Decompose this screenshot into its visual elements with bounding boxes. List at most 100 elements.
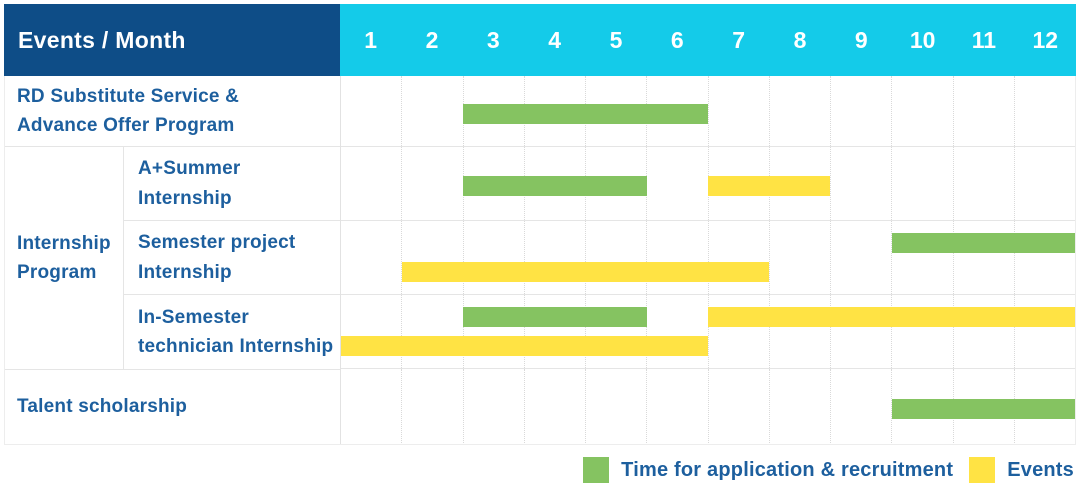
month-column: [707, 369, 769, 443]
gantt-bar-recruitment: [463, 306, 647, 327]
month-column: [830, 76, 891, 146]
month-column: [341, 76, 401, 146]
group-label-internship-program: Internship Program: [5, 147, 124, 369]
row-label-line: A+Summer: [138, 158, 241, 180]
month-header-cell: 11: [971, 26, 997, 53]
row-label-line: RD Substitute Service &: [17, 85, 240, 107]
month-column: [646, 147, 707, 220]
month-column: [401, 76, 462, 146]
gantt-bar-recruitment: [463, 103, 708, 124]
month-header-cell: 2: [425, 26, 439, 53]
month-column: [341, 295, 401, 368]
month-column: [768, 369, 830, 443]
gantt-row-track: [341, 221, 1075, 295]
legend-label: Events: [1007, 458, 1074, 481]
gantt-bar-event: [341, 336, 708, 357]
gantt-bar-recruitment: [463, 176, 647, 197]
month-grid: [341, 76, 1075, 146]
month-header-cell: 1: [364, 26, 378, 53]
gantt-bar-recruitment: [891, 398, 1075, 419]
month-column: [768, 76, 830, 146]
month-column: [952, 147, 1014, 220]
month-column: [523, 369, 585, 443]
month-column: [462, 76, 524, 146]
table-body: RD Substitute Service & Advance Offer Pr…: [4, 76, 1076, 445]
month-column: [830, 221, 891, 294]
month-column: [707, 76, 769, 146]
month-column: [646, 369, 707, 443]
gantt-row-track: [341, 369, 1075, 443]
month-column: [462, 147, 524, 220]
month-column: [830, 369, 891, 443]
gantt-row-track: [341, 76, 1075, 147]
month-column: [401, 295, 462, 368]
month-header-cell: 5: [609, 26, 623, 53]
month-column: [401, 147, 462, 220]
month-column: [891, 295, 952, 368]
month-header-cell: 10: [909, 26, 936, 53]
month-column: [341, 221, 401, 294]
row-label-line: Advance Offer Program: [17, 115, 235, 136]
gantt-plot-area: [341, 76, 1075, 444]
row-label-line: Talent scholarship: [17, 396, 188, 418]
month-column: [830, 147, 891, 220]
month-column: [952, 221, 1014, 294]
month-column: [768, 221, 830, 294]
month-column: [1013, 295, 1075, 368]
month-column: [707, 295, 769, 368]
legend-item-recruitment: Time for application & recruitment: [583, 457, 953, 483]
month-column: [952, 76, 1014, 146]
month-column: [462, 295, 524, 368]
internship-program-group-row: Internship Program A+Summer Internship S…: [5, 147, 340, 370]
month-header-cell: 12: [1032, 26, 1059, 53]
label-column: RD Substitute Service & Advance Offer Pr…: [5, 76, 341, 444]
month-column: [462, 369, 524, 443]
legend-item-event: Events: [969, 457, 1074, 483]
month-column: [523, 221, 585, 294]
row-label-in-semester-technician: In-Semester technician Internship: [124, 295, 340, 369]
month-grid: [341, 221, 1075, 294]
month-header-cell: 6: [670, 26, 684, 53]
month-column: [585, 295, 646, 368]
month-column: [341, 147, 401, 220]
month-header-row: 1 2 3 4 5 6 7 8 9 10 11 12: [340, 4, 1076, 76]
row-label-line: technician Internship: [138, 336, 334, 357]
month-header-cell: 8: [793, 26, 807, 53]
row-label-rd-substitute: RD Substitute Service & Advance Offer Pr…: [5, 76, 340, 147]
month-column: [401, 369, 462, 443]
month-column: [523, 295, 585, 368]
row-label-line: In-Semester: [138, 306, 249, 328]
month-grid: [341, 295, 1075, 368]
row-label-line: Internship: [138, 261, 232, 283]
month-column: [707, 221, 769, 294]
month-column: [1013, 147, 1075, 220]
legend-swatch-event: [969, 457, 996, 483]
month-header-cell: 3: [486, 26, 500, 53]
row-label-line: Semester project: [138, 232, 296, 254]
events-month-header-cell: Events / Month: [4, 4, 340, 76]
month-column: [952, 295, 1014, 368]
gantt-row-track: [341, 147, 1075, 221]
month-column: [646, 221, 707, 294]
group-label-line: Internship: [17, 232, 111, 254]
gantt-bar-event: [708, 306, 1075, 327]
month-column: [585, 369, 646, 443]
legend: Time for application & recruitment Events: [4, 445, 1076, 495]
gantt-row-track: [341, 295, 1075, 369]
month-column: [768, 295, 830, 368]
month-column: [341, 369, 401, 443]
group-label-line: Program: [17, 262, 97, 283]
month-column: [646, 295, 707, 368]
row-label-line: Internship: [138, 187, 232, 209]
table-header-row: Events / Month 1 2 3 4 5 6 7 8 9 10 11 12: [4, 4, 1076, 76]
month-column: [585, 221, 646, 294]
gantt-bar-event: [402, 262, 770, 283]
row-label-talent-scholarship: Talent scholarship: [5, 370, 340, 444]
month-column: [462, 221, 524, 294]
legend-swatch-recruitment: [583, 457, 610, 483]
month-header-cell: 4: [548, 26, 562, 53]
month-column: [1013, 76, 1075, 146]
month-header-cell: 9: [854, 26, 868, 53]
month-column: [891, 147, 952, 220]
